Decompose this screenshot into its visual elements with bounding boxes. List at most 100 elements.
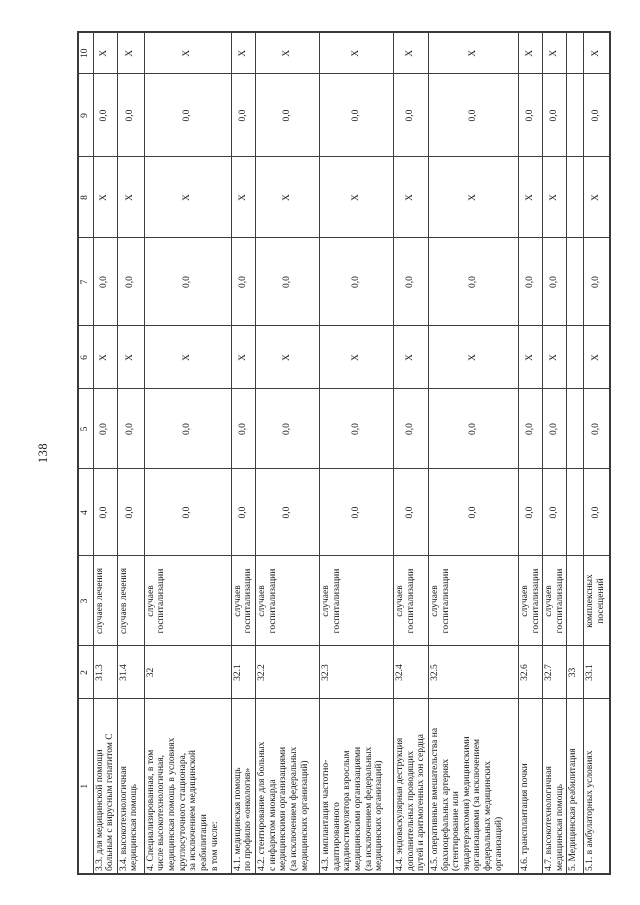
value-cell: 0,0 <box>583 74 610 157</box>
value-cell: 0,0 <box>319 238 394 326</box>
value-cell: 0,0 <box>428 74 519 157</box>
value-cell: X <box>518 32 543 74</box>
value-cell: 0,0 <box>144 238 232 326</box>
value-cell <box>566 238 584 326</box>
value-cell: 0,0 <box>542 469 567 556</box>
value-cell: 0,0 <box>583 389 610 469</box>
value-cell: 0,0 <box>255 469 320 556</box>
value-cell <box>566 157 584 238</box>
table-row: 3.3. для медицинской помощи больным с ви… <box>93 32 118 874</box>
row-name-cell: 4.2. стентирование для больных с инфаркт… <box>255 699 320 874</box>
value-cell: X <box>93 326 118 389</box>
value-cell: 0,0 <box>428 469 519 556</box>
value-cell: 0,0 <box>518 389 543 469</box>
value-cell: X <box>428 32 519 74</box>
row-name-cell: 4.3. имплантация частотно- адаптированно… <box>319 699 394 874</box>
line-number-cell: 32.1 <box>231 646 256 699</box>
value-cell: X <box>231 32 256 74</box>
table-row: 5.1. в амбулаторных условиях 33.1 комплекс… <box>583 32 610 874</box>
value-cell <box>566 469 584 556</box>
unit-cell: случаев госпитализации <box>542 556 567 646</box>
value-cell: 0,0 <box>93 389 118 469</box>
value-cell <box>566 389 584 469</box>
value-cell <box>566 74 584 157</box>
page-number: 138 <box>36 442 50 464</box>
value-cell: 0,0 <box>518 469 543 556</box>
value-cell: X <box>428 157 519 238</box>
value-cell: X <box>255 32 320 74</box>
value-cell: X <box>231 326 256 389</box>
column-header-cell: 10 <box>78 32 93 74</box>
table-row: 4. Специализированная, в том числе высок… <box>144 32 232 874</box>
value-cell: 0,0 <box>319 469 394 556</box>
value-cell: X <box>542 326 567 389</box>
value-cell: X <box>518 157 543 238</box>
value-cell: 0,0 <box>393 238 429 326</box>
row-name-cell: 4.1. медицинская помощь по профилю «онко… <box>231 699 256 874</box>
value-cell: 0,0 <box>144 74 232 157</box>
value-cell: X <box>144 157 232 238</box>
value-cell: 0,0 <box>428 238 519 326</box>
value-cell: 0,0 <box>255 238 320 326</box>
line-number-cell: 32.7 <box>542 646 567 699</box>
value-cell: 0,0 <box>428 389 519 469</box>
value-cell: X <box>583 326 610 389</box>
value-cell: 0,0 <box>117 238 145 326</box>
column-header-cell: 1 <box>78 699 93 874</box>
value-cell: 0,0 <box>393 74 429 157</box>
column-header-cell: 4 <box>78 469 93 556</box>
value-cell: X <box>93 32 118 74</box>
value-cell: X <box>319 326 394 389</box>
row-name-cell: 4.7. высокотехнологичная медицинская пом… <box>542 699 567 874</box>
row-name-cell: 3.4. высокотехнологичная медицинская пом… <box>117 699 145 874</box>
unit-cell: комплексных посещений <box>583 556 610 646</box>
value-cell: 0,0 <box>393 469 429 556</box>
table-row: 4.6. трансплантация почки 32.6 случаев гос… <box>518 32 543 874</box>
row-name-cell: 4.4. эндоваскулярная деструкция дополнит… <box>393 699 429 874</box>
line-number-cell: 32.4 <box>393 646 429 699</box>
value-cell: X <box>144 326 232 389</box>
value-cell: 0,0 <box>319 389 394 469</box>
table-row: 4.5. оперативные вмешательства на брахио… <box>428 32 519 874</box>
value-cell: 0,0 <box>255 389 320 469</box>
value-cell: X <box>117 326 145 389</box>
column-header-cell: 3 <box>78 556 93 646</box>
column-header-cell: 9 <box>78 74 93 157</box>
value-cell: X <box>319 32 394 74</box>
value-cell: X <box>518 326 543 389</box>
table-row: 4.2. стентирование для больных с инфаркт… <box>255 32 320 874</box>
volume-table: 1 2 3 4 5 6 7 8 9 10 3.3. для медицинской помощи … <box>77 31 611 875</box>
line-number-cell: 32.3 <box>319 646 394 699</box>
unit-cell: случаев госпитализации <box>518 556 543 646</box>
value-cell: 0,0 <box>518 238 543 326</box>
value-cell: X <box>393 32 429 74</box>
value-cell: 0,0 <box>583 469 610 556</box>
value-cell: X <box>255 326 320 389</box>
unit-cell: случаев госпитализации <box>255 556 320 646</box>
value-cell: X <box>117 32 145 74</box>
line-number-cell: 32 <box>144 646 232 699</box>
value-cell <box>566 32 584 74</box>
value-cell: X <box>393 157 429 238</box>
value-cell: 0,0 <box>144 469 232 556</box>
value-cell: 0,0 <box>93 238 118 326</box>
column-header-cell: 5 <box>78 389 93 469</box>
value-cell: 0,0 <box>518 74 543 157</box>
unit-cell: случаев госпитализации <box>144 556 232 646</box>
row-name-cell: 3.3. для медицинской помощи больным с ви… <box>93 699 118 874</box>
value-cell: 0,0 <box>231 389 256 469</box>
value-cell: X <box>231 157 256 238</box>
value-cell: 0,0 <box>117 469 145 556</box>
value-cell: 0,0 <box>542 74 567 157</box>
unit-cell: случаев госпитализации <box>393 556 429 646</box>
value-cell: X <box>93 157 118 238</box>
value-cell: X <box>583 32 610 74</box>
table-header-row: 1 2 3 4 5 6 7 8 9 10 <box>78 32 93 874</box>
rotated-table-container: 1 2 3 4 5 6 7 8 9 10 3.3. для медицинской помощи … <box>77 31 611 875</box>
value-cell: 0,0 <box>542 389 567 469</box>
table-body: 3.3. для медицинской помощи больным с ви… <box>93 32 610 874</box>
value-cell: 0,0 <box>393 389 429 469</box>
value-cell: X <box>144 32 232 74</box>
column-header-cell: 7 <box>78 238 93 326</box>
